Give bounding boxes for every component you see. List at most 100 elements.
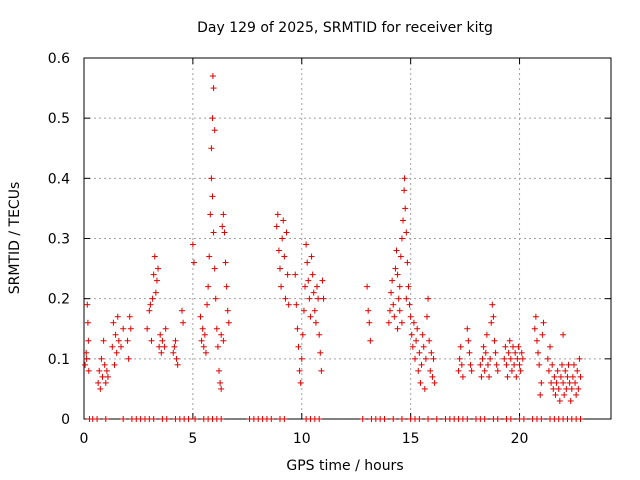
data-point (484, 361, 491, 368)
data-point (297, 379, 304, 386)
data-point (425, 295, 432, 302)
data-point (568, 385, 575, 392)
data-point (296, 367, 303, 374)
grid (84, 58, 611, 419)
data-point (109, 343, 116, 350)
data-point (423, 313, 430, 320)
data-point (547, 343, 554, 350)
data-point (398, 235, 405, 242)
data-point (415, 367, 422, 374)
data-point (561, 391, 568, 398)
data-point (158, 349, 165, 356)
data-point (209, 115, 216, 122)
data-point (456, 355, 463, 362)
data-point (557, 373, 564, 380)
data-point (410, 319, 417, 326)
data-point (414, 325, 421, 332)
data-point (126, 313, 133, 320)
data-point (200, 343, 207, 350)
data-point (293, 301, 300, 308)
data-point (307, 313, 314, 320)
data-point (433, 416, 440, 422)
data-point (556, 397, 563, 404)
data-point (96, 367, 103, 374)
data-point (553, 379, 560, 386)
data-point (532, 313, 539, 320)
data-point (388, 289, 395, 296)
y-tick-label: 0 (61, 412, 70, 428)
data-point (299, 331, 306, 338)
data-point (204, 301, 211, 308)
data-point (84, 301, 91, 308)
data-point (559, 361, 566, 368)
data-point (281, 416, 288, 422)
data-point (213, 325, 220, 332)
data-point (457, 343, 464, 350)
data-point (412, 355, 419, 362)
data-point (174, 361, 181, 368)
data-point (318, 367, 325, 374)
data-point (468, 367, 475, 374)
data-point (84, 319, 91, 326)
data-point (210, 85, 217, 92)
data-point (276, 265, 283, 272)
data-point (283, 229, 290, 236)
data-point (219, 223, 226, 230)
y-axis-title: SRMTID / TECUs (7, 182, 23, 295)
y-tick-label: 0.4 (48, 171, 70, 187)
data-point (282, 295, 289, 302)
data-point (560, 331, 567, 338)
data-point (151, 253, 158, 260)
data-point (207, 211, 214, 218)
x-tick-label: 10 (293, 431, 311, 447)
data-point (426, 337, 433, 344)
data-point (150, 416, 157, 422)
data-point (489, 301, 496, 308)
x-axis-title: GPS time / hours (286, 458, 403, 474)
data-point (161, 343, 168, 350)
data-point (222, 259, 229, 266)
plot-frame (83, 57, 612, 420)
data-point (577, 373, 584, 380)
data-point (520, 416, 527, 422)
data-point (205, 283, 212, 290)
data-point (147, 301, 154, 308)
data-point (479, 355, 486, 362)
data-point (303, 241, 310, 248)
data-points (82, 73, 584, 422)
data-point (210, 229, 217, 236)
data-point (118, 343, 125, 350)
data-point (150, 271, 157, 278)
data-point (364, 283, 371, 290)
x-tick-label: 20 (511, 431, 529, 447)
data-point (189, 241, 196, 248)
data-point (403, 295, 410, 302)
data-point (211, 265, 218, 272)
data-point (396, 283, 403, 290)
data-point (466, 349, 473, 356)
data-point (202, 349, 209, 356)
data-point (292, 271, 299, 278)
data-point (319, 277, 326, 284)
data-point (394, 271, 401, 278)
data-point (274, 211, 281, 218)
data-point (538, 379, 545, 386)
data-point (209, 73, 216, 80)
data-point (153, 277, 160, 284)
data-point (100, 337, 107, 344)
data-point (518, 349, 525, 356)
data-point (551, 373, 558, 380)
data-point (416, 416, 423, 422)
data-point (431, 379, 438, 386)
data-point (398, 319, 405, 326)
data-point (574, 367, 581, 374)
data-point (311, 307, 318, 314)
data-point (171, 343, 178, 350)
data-point (180, 319, 187, 326)
data-point (159, 337, 166, 344)
data-point (576, 355, 583, 362)
data-point (99, 373, 106, 380)
data-point (419, 331, 426, 338)
data-point (359, 416, 366, 422)
data-point (425, 416, 432, 422)
